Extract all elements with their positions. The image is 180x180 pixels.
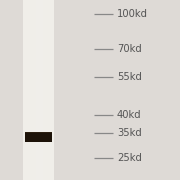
Bar — [36, 0, 37, 180]
Bar — [23, 0, 54, 180]
Bar — [25, 132, 52, 142]
Bar — [25, 132, 52, 133]
Bar — [45, 0, 46, 180]
Bar — [52, 0, 53, 180]
Bar — [41, 0, 42, 180]
Bar — [42, 0, 43, 180]
Bar — [48, 0, 49, 180]
Text: 35kd: 35kd — [117, 128, 142, 138]
Bar — [39, 0, 40, 180]
Bar — [49, 0, 50, 180]
Bar — [33, 0, 34, 180]
Bar — [44, 0, 45, 180]
Bar — [24, 0, 25, 180]
Bar — [34, 0, 35, 180]
Bar — [38, 0, 39, 180]
Text: 100kd: 100kd — [117, 9, 148, 19]
Text: 40kd: 40kd — [117, 110, 142, 120]
Text: 70kd: 70kd — [117, 44, 142, 54]
Bar — [26, 0, 28, 180]
Bar — [25, 0, 26, 180]
Text: 25kd: 25kd — [117, 153, 142, 163]
Bar — [37, 0, 38, 180]
Bar — [23, 0, 24, 180]
Bar — [31, 0, 33, 180]
Text: 55kd: 55kd — [117, 72, 142, 82]
Bar — [28, 0, 30, 180]
Bar — [40, 0, 41, 180]
Bar — [46, 0, 47, 180]
Bar — [35, 0, 36, 180]
Bar — [47, 0, 48, 180]
Bar — [43, 0, 44, 180]
Bar — [50, 0, 51, 180]
Bar — [51, 0, 52, 180]
Bar — [53, 0, 54, 180]
Bar — [30, 0, 31, 180]
